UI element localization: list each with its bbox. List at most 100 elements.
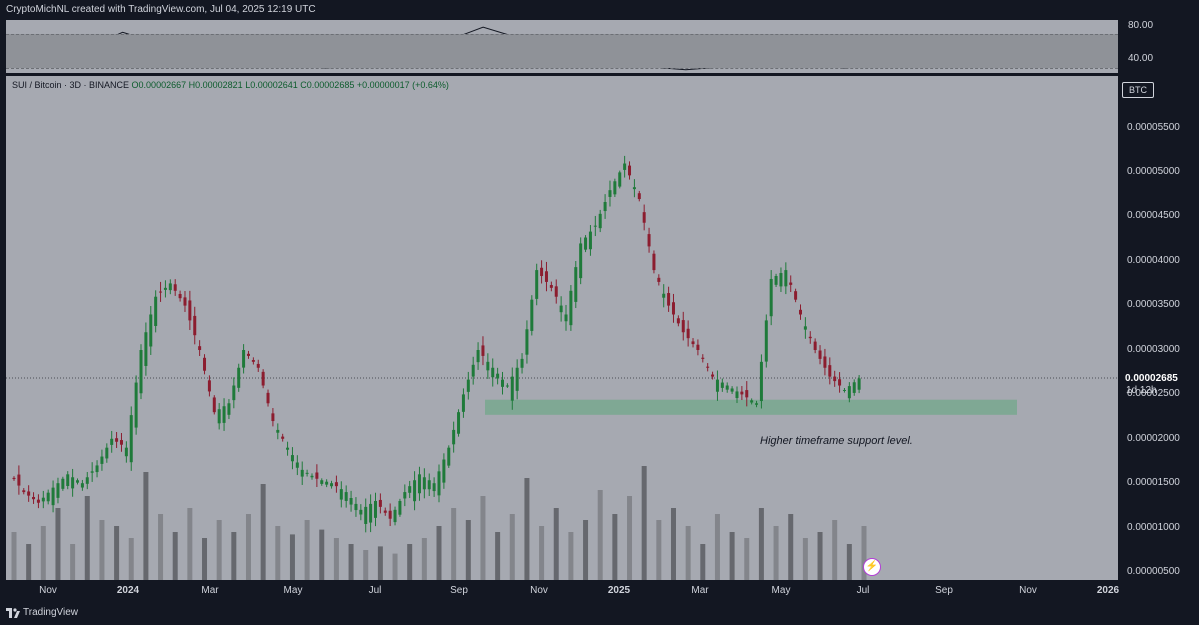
price-tick: 0.00004500 <box>1127 210 1180 221</box>
candle <box>491 358 495 387</box>
ohlc-change: +0.00000017 (+0.64%) <box>356 80 449 90</box>
time-tick: Nov <box>530 585 548 596</box>
volume-bar <box>377 546 383 580</box>
candle <box>359 504 363 521</box>
volume-bar <box>158 514 164 580</box>
time-tick: May <box>771 585 791 596</box>
candle <box>730 386 734 394</box>
rsi-oversold-line <box>6 68 1118 69</box>
candle <box>354 497 358 517</box>
volume-bar <box>656 520 662 580</box>
candle <box>261 369 265 389</box>
time-tick: 2025 <box>607 585 631 596</box>
candle <box>613 178 617 197</box>
volume-bar <box>11 532 17 580</box>
volume-bar <box>319 529 325 580</box>
price-tick: 0.00005500 <box>1127 122 1180 133</box>
candle <box>828 357 832 385</box>
rsi-tick-40: 40.00 <box>1128 53 1154 64</box>
volume-bar <box>451 508 457 580</box>
candle <box>17 465 21 495</box>
time-tick: Sep <box>450 585 468 596</box>
volume-bar <box>597 490 603 580</box>
support-annotation: Higher timeframe support level. <box>760 435 913 447</box>
candle <box>139 344 143 400</box>
candle <box>393 506 397 526</box>
candle <box>90 462 94 482</box>
time-tick: 2024 <box>116 585 140 596</box>
volume-bar <box>612 514 618 580</box>
candle <box>569 285 573 331</box>
candle <box>842 388 846 393</box>
candle <box>144 322 148 376</box>
currency-badge[interactable]: BTC <box>1122 82 1154 98</box>
candle <box>369 494 373 533</box>
candle <box>486 353 490 379</box>
candle <box>847 382 851 403</box>
rsi-band <box>6 34 1118 68</box>
candle <box>510 367 514 410</box>
candle <box>178 290 182 302</box>
candle <box>784 262 788 295</box>
time-axis[interactable]: Nov 2024 Mar May Jul Sep Nov 2025 Mar Ma… <box>0 580 1120 600</box>
candle <box>237 363 241 392</box>
candle <box>476 342 480 370</box>
candle <box>61 476 65 491</box>
candle <box>642 204 646 231</box>
candle <box>447 445 451 468</box>
volume-bar <box>788 514 794 580</box>
candle <box>715 370 719 401</box>
time-tick: 2026 <box>1096 585 1120 596</box>
lightning-icon[interactable]: ⚡ <box>863 558 881 576</box>
candle <box>662 284 666 308</box>
candle <box>305 469 309 477</box>
candle <box>159 281 163 302</box>
candle <box>501 371 505 395</box>
volume-bar <box>670 508 676 580</box>
candle <box>339 481 343 508</box>
candle <box>27 485 31 502</box>
candle <box>671 293 675 323</box>
candle <box>608 180 612 207</box>
rsi-pane[interactable] <box>6 20 1118 73</box>
time-tick: May <box>283 585 303 596</box>
candle <box>66 471 70 490</box>
volume-bar <box>114 526 120 580</box>
ohlc-high: H0.00002821 <box>188 80 243 90</box>
volume-bar <box>260 484 266 580</box>
candle <box>212 395 216 415</box>
candle <box>266 389 270 407</box>
volume-bar <box>128 538 134 580</box>
candle <box>320 478 324 486</box>
candle <box>457 409 461 437</box>
candle <box>227 399 231 420</box>
tradingview-logo[interactable]: TradingView <box>6 607 78 618</box>
volume-bar <box>509 514 515 580</box>
candle <box>334 475 338 493</box>
candle <box>745 381 749 407</box>
rsi-axis: 80.00 40.00 <box>1118 20 1199 73</box>
candle <box>110 430 114 453</box>
candle <box>696 339 700 356</box>
price-axis[interactable]: BTC 0.00005500 0.00005000 0.00004500 0.0… <box>1118 76 1199 580</box>
volume-bar <box>202 538 208 580</box>
volume-bar <box>744 538 750 580</box>
ohlc-open: O0.00002667 <box>131 80 187 90</box>
price-tick: 0.00003000 <box>1127 344 1180 355</box>
price-pane[interactable]: SUI / Bitcoin · 3D · BINANCE O0.00002667… <box>6 76 1118 580</box>
candle <box>256 359 260 372</box>
volume-bar <box>480 496 486 580</box>
candle <box>149 306 153 355</box>
candle <box>623 155 627 178</box>
candle <box>735 386 739 404</box>
volume-bar <box>832 520 838 580</box>
candle <box>496 367 500 385</box>
volume-bar <box>333 538 339 580</box>
candle <box>330 480 334 489</box>
candle <box>349 490 353 512</box>
symbol-title: SUI / Bitcoin · 3D · BINANCE <box>12 80 130 90</box>
volume-bar <box>304 520 310 580</box>
bar-countdown: 1d 12h <box>1126 385 1157 396</box>
candle <box>657 274 661 286</box>
candle <box>388 503 392 527</box>
